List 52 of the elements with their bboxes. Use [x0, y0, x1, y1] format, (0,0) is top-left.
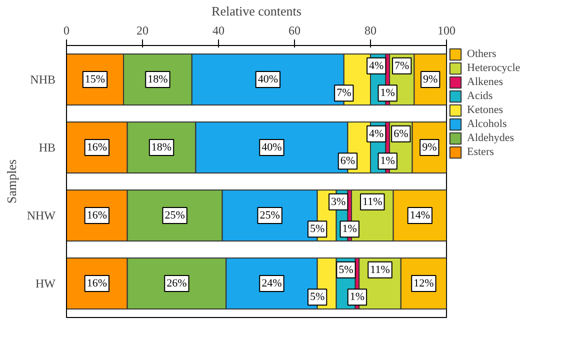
data-label: 26% — [166, 278, 187, 290]
x-tick-label: 100 — [438, 24, 456, 38]
data-label: 3% — [331, 196, 346, 208]
data-label: 11% — [362, 196, 382, 208]
y-tick-label: NHW — [26, 208, 56, 222]
legend-label: Others — [467, 47, 496, 61]
data-label: 6% — [394, 128, 408, 140]
x-tick-label: 60 — [288, 24, 300, 38]
data-label: 18% — [151, 142, 172, 154]
legend-label: Heterocycle — [467, 61, 520, 75]
legend-label: Alcohols — [467, 117, 507, 131]
legend-label: Ketones — [467, 103, 504, 117]
x-tick-label: 80 — [364, 24, 376, 38]
data-label: 24% — [262, 278, 282, 290]
data-label: 4% — [369, 60, 384, 72]
x-tick-label: 20 — [136, 24, 148, 38]
data-label: 6% — [340, 155, 356, 168]
data-label: 25% — [260, 210, 280, 222]
data-label: 5% — [338, 264, 354, 276]
data-label: 1% — [342, 223, 357, 236]
y-axis-title: Samples — [4, 159, 19, 204]
legend-label: Acids — [467, 89, 493, 103]
y-tick-label: HB — [38, 140, 56, 154]
data-label: 7% — [394, 60, 410, 72]
y-tick-label: NHB — [30, 72, 56, 86]
data-label: 12% — [414, 278, 434, 290]
data-label: 40% — [262, 142, 282, 154]
data-label: 5% — [310, 291, 325, 304]
data-label: 4% — [369, 128, 384, 140]
data-label: 15% — [84, 74, 106, 86]
data-label: 16% — [86, 142, 107, 154]
data-label: 18% — [148, 74, 168, 86]
data-label: 14% — [410, 210, 430, 222]
legend-label: Esters — [467, 145, 494, 159]
data-label: 1% — [380, 155, 395, 168]
legend-label: Alkenes — [467, 75, 504, 89]
data-label: 1% — [350, 291, 365, 304]
data-label: 11% — [370, 264, 390, 276]
data-label: 7% — [336, 87, 352, 100]
data-label: 25% — [164, 210, 185, 222]
data-label: 40% — [258, 74, 278, 86]
data-label: 9% — [423, 74, 438, 86]
data-label: 9% — [422, 142, 437, 154]
data-label: 1% — [380, 87, 395, 100]
data-label: 16% — [86, 278, 107, 290]
x-tick-label: 0 — [64, 24, 70, 38]
legend-label: Aldehydes — [467, 131, 514, 145]
data-label: 16% — [86, 210, 107, 222]
data-label: 5% — [310, 223, 325, 236]
x-axis-title: Relative contents — [212, 4, 302, 18]
y-tick-label: HW — [36, 276, 56, 290]
x-tick-label: 40 — [212, 24, 224, 38]
